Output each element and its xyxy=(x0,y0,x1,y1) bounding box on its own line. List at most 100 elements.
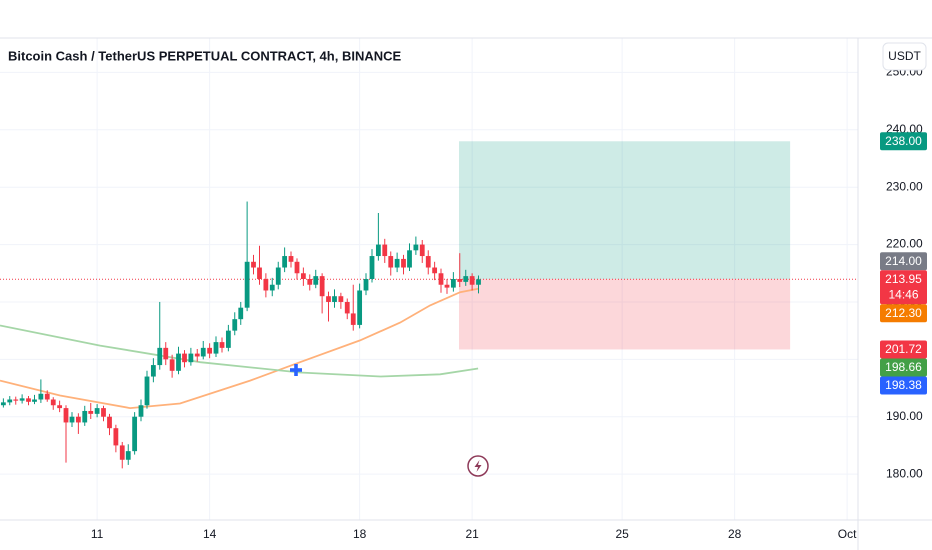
candle-body xyxy=(19,398,25,401)
price-label-box xyxy=(880,376,927,395)
candle-body xyxy=(107,416,112,429)
price-label: 238.00 xyxy=(885,134,922,148)
candle-body xyxy=(113,428,119,446)
candle-body xyxy=(132,416,138,452)
price-label: 198.66 xyxy=(885,360,922,374)
candle-body xyxy=(269,284,275,291)
candle-body xyxy=(369,256,375,279)
candle-body xyxy=(119,445,125,460)
candle-body xyxy=(463,276,469,282)
candle-body xyxy=(7,399,13,403)
candle-body xyxy=(82,410,88,423)
candle-body xyxy=(63,408,69,423)
loss-zone xyxy=(459,279,791,350)
x-tick-label: 14 xyxy=(203,527,217,541)
candle-body xyxy=(200,347,206,357)
candle-body xyxy=(407,250,412,268)
candle-body xyxy=(401,258,406,268)
candle-body xyxy=(375,244,381,257)
candle-body xyxy=(232,319,238,331)
candle-body xyxy=(150,365,156,377)
candle-body xyxy=(388,256,394,268)
candle-body xyxy=(307,279,313,285)
candle-body xyxy=(476,279,481,285)
x-tick-label: 28 xyxy=(728,527,742,541)
y-tick-label: 190.00 xyxy=(886,409,923,423)
price-label-box xyxy=(880,358,927,377)
candle-body xyxy=(419,244,425,257)
candle-body xyxy=(125,451,131,460)
candle-body xyxy=(38,393,44,400)
moving-average xyxy=(0,287,479,410)
candle-body xyxy=(313,276,319,285)
candle-body xyxy=(50,399,56,406)
currency-button[interactable] xyxy=(882,42,927,71)
candle-body xyxy=(263,279,269,291)
price-label-box xyxy=(880,252,927,271)
candle-body xyxy=(225,330,231,348)
candle-body xyxy=(257,267,262,279)
candle-body xyxy=(163,347,169,360)
candle-body xyxy=(26,398,31,402)
candle-body xyxy=(326,296,331,302)
candle-body xyxy=(144,376,150,406)
candle-body xyxy=(357,290,363,325)
overlays xyxy=(290,364,489,477)
price-label: 212.30 xyxy=(885,306,922,320)
price-label-box xyxy=(880,270,927,305)
y-tick-label: 230.00 xyxy=(886,179,923,193)
candle-body xyxy=(294,261,300,274)
chart-title: Bitcoin Cash / TetherUS PERPETUAL CONTRA… xyxy=(8,48,401,63)
candle-body xyxy=(44,393,50,400)
candle-body xyxy=(275,267,281,285)
indicators xyxy=(0,287,479,410)
candle-body xyxy=(169,359,175,371)
candle-body xyxy=(13,399,19,401)
candle-body xyxy=(338,296,344,302)
candle-body xyxy=(425,256,431,268)
candle-body xyxy=(382,244,388,257)
candle-body xyxy=(469,276,475,285)
candle-body xyxy=(350,313,356,325)
candle-body xyxy=(207,347,213,354)
candle-body xyxy=(88,410,94,414)
candle-body xyxy=(394,258,400,268)
candle-body xyxy=(244,261,250,308)
candle-body xyxy=(363,279,369,291)
x-tick-label: Oct xyxy=(838,527,857,541)
candle-body xyxy=(251,261,256,268)
candle-body xyxy=(57,405,63,409)
position-tool xyxy=(459,141,791,350)
price-label: 214.00 xyxy=(885,254,922,268)
price-label: 198.38 xyxy=(885,378,922,392)
candle-body xyxy=(457,279,463,282)
event-icon[interactable] xyxy=(467,455,489,477)
x-tick-label: 18 xyxy=(353,527,367,541)
candle-body xyxy=(432,267,438,274)
profit-zone xyxy=(459,141,791,279)
candle-body xyxy=(282,256,288,268)
signal-cross xyxy=(290,364,302,376)
candle-body xyxy=(176,353,181,371)
currency-label: USDT xyxy=(888,49,921,63)
candle-body xyxy=(319,276,325,297)
x-tick-label: 21 xyxy=(465,527,479,541)
candles xyxy=(0,201,481,469)
price-label-box xyxy=(880,304,927,323)
candle-body xyxy=(157,347,163,366)
candle-body xyxy=(413,244,419,251)
candle-body xyxy=(138,405,144,417)
candle-body xyxy=(344,301,350,314)
price-label: 213.95 xyxy=(885,272,922,286)
candle-body xyxy=(450,279,456,288)
candle-body xyxy=(332,296,337,302)
candle-body xyxy=(32,399,37,402)
candle-body xyxy=(444,284,450,288)
price-label: 201.72 xyxy=(885,342,922,356)
candle-body xyxy=(288,256,294,262)
x-tick-label: 11 xyxy=(91,527,104,541)
candle-body xyxy=(238,307,244,320)
